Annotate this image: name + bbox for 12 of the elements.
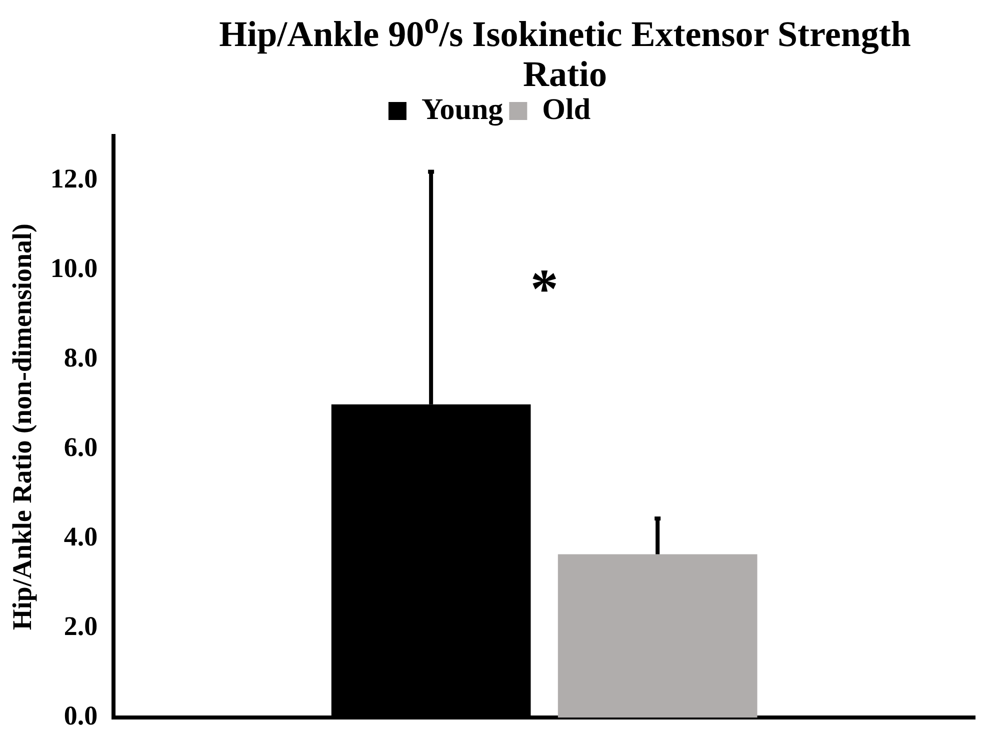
- y-tick-label: 0.0: [64, 700, 98, 731]
- annotation: *: [530, 258, 558, 320]
- y-tick-label: 2.0: [64, 611, 98, 642]
- y-tick-label: 4.0: [64, 522, 98, 552]
- legend-label: Old: [542, 92, 591, 126]
- y-tick-label: 8.0: [64, 342, 98, 373]
- legend-label: Young: [421, 92, 504, 126]
- chart-title: Hip/Ankle 90$^{o}$/s Isokinetic Extensor Strength Ratio: [218, 6, 912, 94]
- y-tick-label: 10.0: [50, 253, 98, 284]
- y-tick-label: 6.0: [64, 432, 98, 462]
- y-tick-label: 12.0: [50, 164, 98, 194]
- y-axis-title: Hip/Ankle Ratio (non-dimensional): [7, 224, 38, 630]
